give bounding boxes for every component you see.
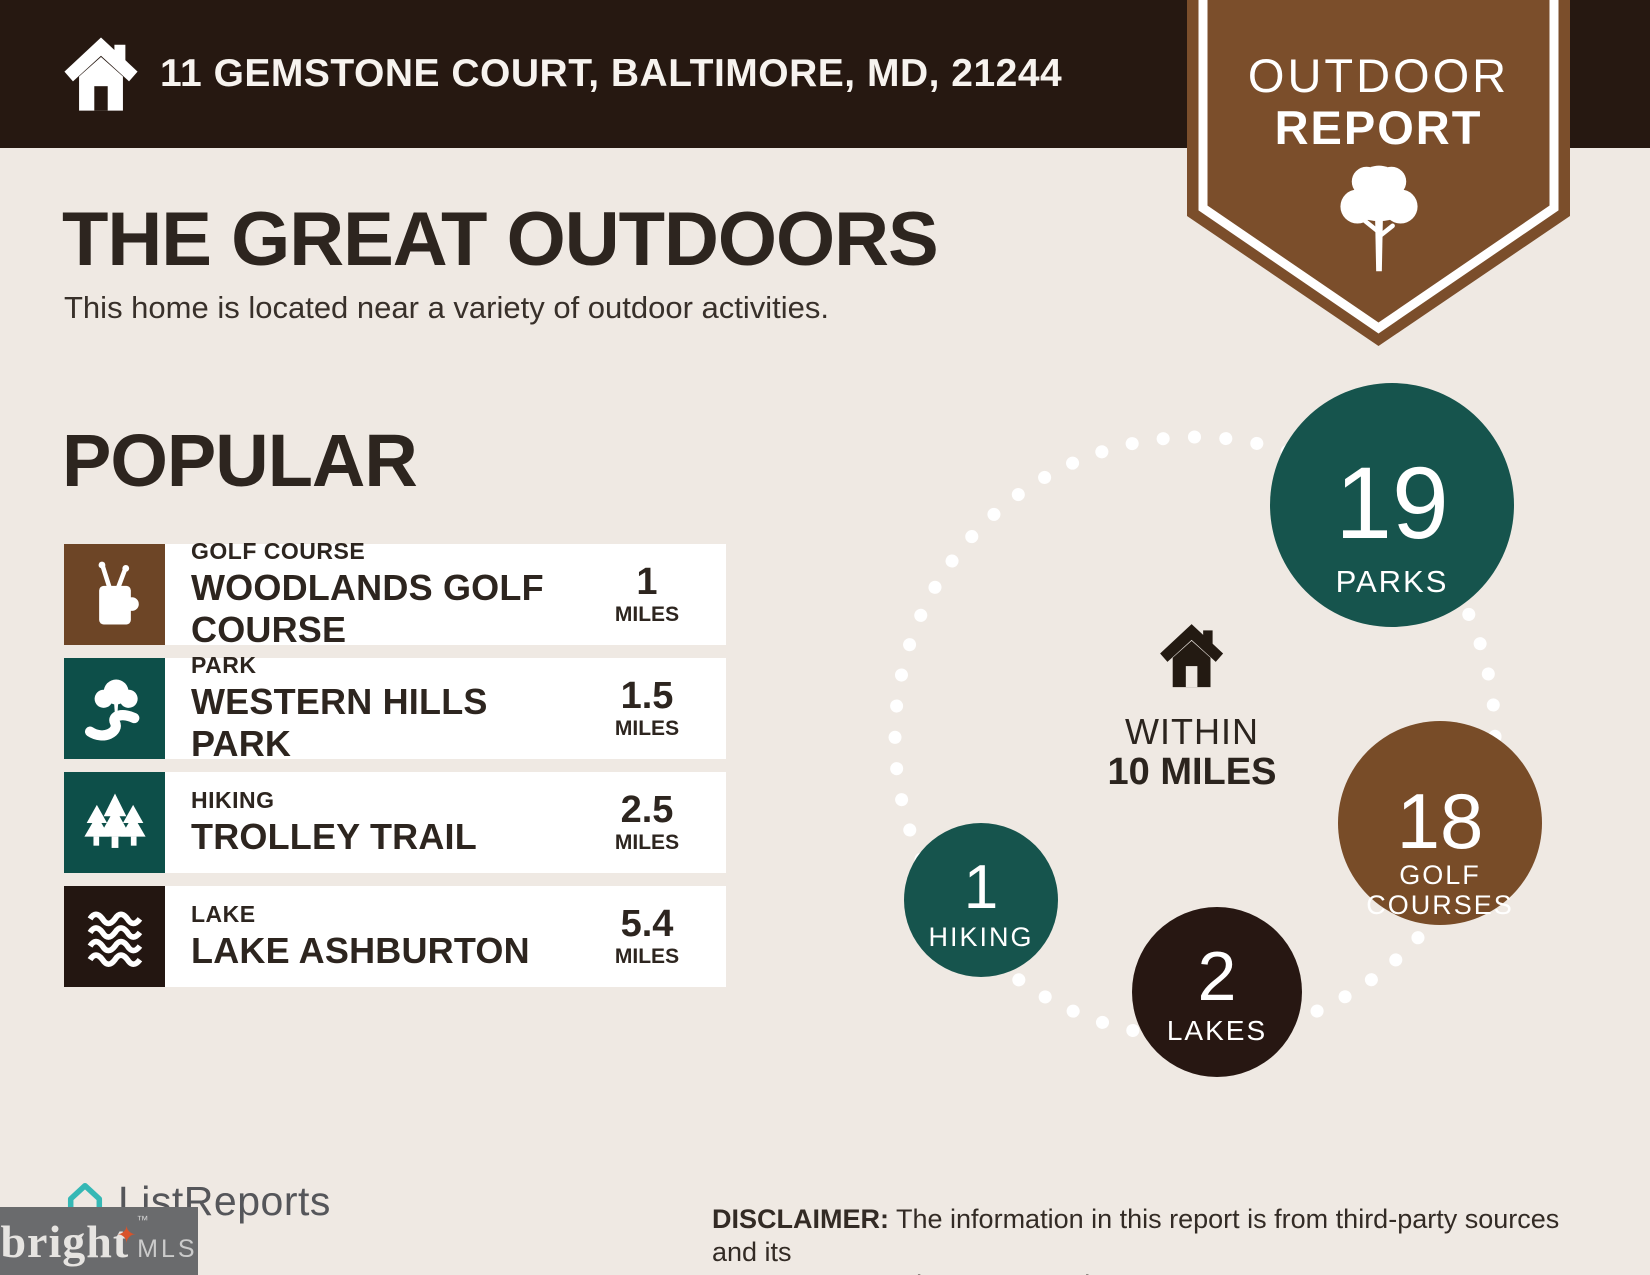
item-name: WOODLANDS GOLF COURSE: [191, 567, 544, 650]
golf-courses-bubble: [1338, 721, 1542, 925]
bright-star-icon: ✦: [116, 1221, 137, 1249]
item-category: GOLF COURSE: [191, 538, 366, 564]
lakes-count: 2: [1198, 937, 1237, 1015]
listreports-house-icon: [67, 1182, 103, 1221]
parks-count: 19: [1335, 446, 1448, 560]
bright-wordmark: bright: [0, 1215, 130, 1267]
park-icon: [84, 679, 139, 740]
radius-diagram: WITHIN 10 MILES 19 PARKS 18 GOLF COURSES…: [888, 383, 1542, 1077]
list-item-lake: LAKE LAKE ASHBURTON 5.4 MILES: [64, 886, 726, 987]
disclaimer-line2: accuracy cannot be guaranteed.: [712, 1270, 1098, 1275]
item-category: PARK: [191, 652, 257, 678]
waves-icon: [87, 911, 142, 967]
center-home-icon: [1160, 624, 1224, 688]
tree-icon: [1340, 165, 1418, 272]
hiking-count: 1: [964, 853, 998, 922]
list-item-park: PARK WESTERN HILLS PARK 1.5 MILES: [64, 652, 726, 764]
hiking-tile: [64, 772, 165, 873]
item-distance-unit: MILES: [614, 602, 680, 626]
disclaimer-label: DISCLAIMER:: [712, 1204, 889, 1234]
hiking-label: HIKING: [928, 922, 1033, 952]
within-label: WITHIN: [1125, 711, 1259, 752]
property-address: 11 GEMSTONE COURT, BALTIMORE, MD, 21244: [160, 52, 1063, 95]
parks-bubble: [1270, 383, 1514, 627]
bright-trademark: ™: [136, 1212, 149, 1227]
item-distance-unit: MILES: [614, 830, 680, 854]
item-category: HIKING: [191, 787, 275, 813]
park-tile: [64, 658, 165, 759]
within-value: 10 MILES: [1108, 751, 1277, 793]
list-item-hiking: HIKING TROLLEY TRAIL 2.5 MILES: [64, 772, 726, 873]
lake-tile: [64, 886, 165, 987]
item-distance: 1.5: [620, 674, 674, 717]
popular-heading: POPULAR: [62, 419, 418, 502]
item-name: LAKE ASHBURTON: [191, 930, 530, 971]
disclaimer: DISCLAIMER: The information in this repo…: [712, 1203, 1592, 1275]
golf-tile: [64, 544, 165, 645]
golf-bag-icon: [98, 561, 139, 624]
item-name: WESTERN HILLS PARK: [191, 681, 488, 764]
popular-list: GOLF COURSE WOODLANDS GOLF COURSE 1 MILE…: [64, 538, 726, 1000]
golf-courses-label: GOLF: [1399, 860, 1481, 890]
home-icon: [64, 37, 138, 111]
item-distance-unit: MILES: [614, 944, 680, 968]
golf-courses-label2: COURSES: [1366, 890, 1514, 920]
page-subtitle: This home is located near a variety of o…: [64, 290, 830, 325]
outdoor-report-badge: OUTDOOR REPORT: [1187, 0, 1570, 350]
item-category: LAKE: [191, 901, 256, 927]
badge-title-line2: REPORT: [1274, 101, 1483, 154]
parks-label: PARKS: [1336, 564, 1449, 599]
bright-mls-logo: bright ✦ ™ MLS: [0, 1207, 198, 1275]
item-distance: 1: [636, 560, 658, 603]
item-distance: 2.5: [620, 788, 674, 831]
item-distance: 5.4: [620, 902, 674, 945]
lakes-label: LAKES: [1167, 1015, 1267, 1046]
pine-trees-icon: [83, 793, 146, 848]
disclaimer-line1: The information in this report is from t…: [712, 1204, 1560, 1267]
badge-title-line1: OUTDOOR: [1247, 49, 1510, 102]
hiking-bubble: [904, 823, 1058, 977]
page-title: THE GREAT OUTDOORS: [62, 197, 939, 282]
item-name: TROLLEY TRAIL: [191, 816, 477, 857]
golf-courses-count: 18: [1397, 777, 1484, 865]
list-item-golf-course: GOLF COURSE WOODLANDS GOLF COURSE 1 MILE…: [64, 538, 726, 650]
lakes-bubble: [1132, 907, 1302, 1077]
item-distance-unit: MILES: [614, 716, 680, 740]
mls-wordmark: MLS: [137, 1234, 198, 1263]
